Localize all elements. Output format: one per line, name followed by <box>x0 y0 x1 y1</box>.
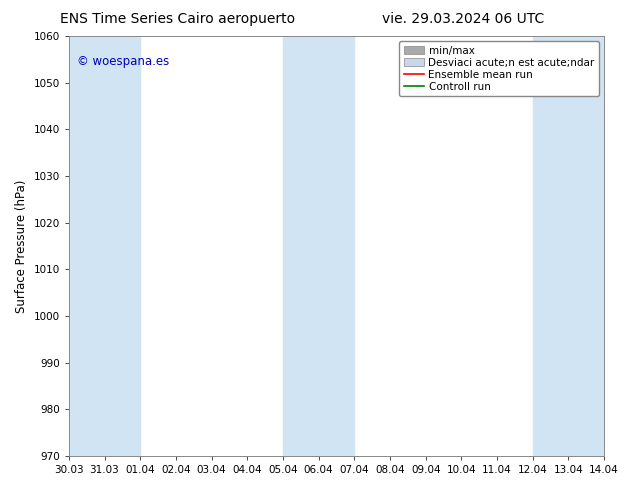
Y-axis label: Surface Pressure (hPa): Surface Pressure (hPa) <box>15 179 28 313</box>
Bar <box>533 36 604 456</box>
Text: ENS Time Series Cairo aeropuerto: ENS Time Series Cairo aeropuerto <box>60 12 295 26</box>
Bar <box>69 36 140 456</box>
Bar <box>283 36 354 456</box>
Legend: min/max, Desviaci acute;n est acute;ndar, Ensemble mean run, Controll run: min/max, Desviaci acute;n est acute;ndar… <box>399 41 599 96</box>
Text: © woespana.es: © woespana.es <box>77 55 169 68</box>
Text: vie. 29.03.2024 06 UTC: vie. 29.03.2024 06 UTC <box>382 12 544 26</box>
